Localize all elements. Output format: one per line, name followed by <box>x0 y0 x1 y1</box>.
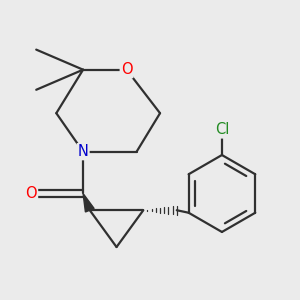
Text: O: O <box>121 62 132 77</box>
Polygon shape <box>83 194 94 212</box>
Text: O: O <box>26 186 37 201</box>
Text: N: N <box>78 144 88 159</box>
Text: Cl: Cl <box>215 122 229 137</box>
